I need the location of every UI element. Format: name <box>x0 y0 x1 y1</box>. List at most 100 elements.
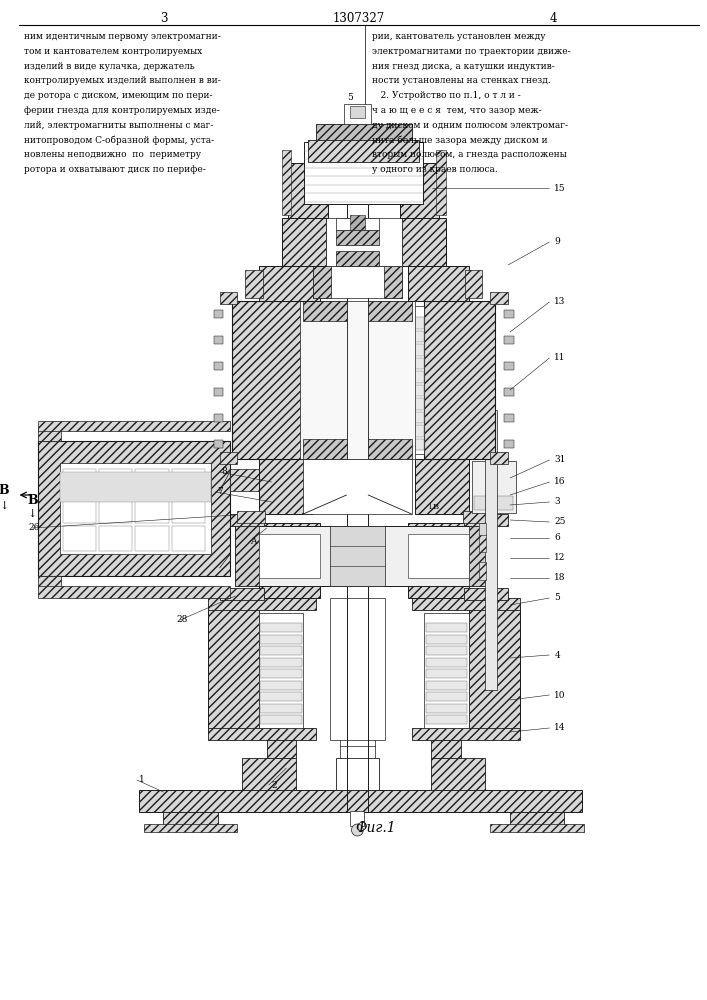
Bar <box>135 469 168 494</box>
Text: ротора и охватывают диск по перифе-: ротора и охватывают диск по перифе- <box>23 165 205 174</box>
Text: 1307327: 1307327 <box>333 11 385 24</box>
Bar <box>351 811 364 826</box>
Bar <box>426 692 467 701</box>
Text: ния гнезд диска, а катушки индуктив-: ния гнезд диска, а катушки индуктив- <box>372 62 555 71</box>
Bar <box>304 385 354 396</box>
Bar <box>504 336 514 344</box>
Bar <box>303 459 411 514</box>
Bar <box>426 623 467 632</box>
Bar <box>60 463 211 554</box>
Text: рии, кантователь установлен между: рии, кантователь установлен между <box>372 32 546 41</box>
Text: изделий в виде кулачка, держатель: изделий в виде кулачка, держатель <box>23 62 194 71</box>
Text: 3: 3 <box>160 11 168 24</box>
Text: В: В <box>27 493 37 506</box>
Text: 9: 9 <box>554 237 560 246</box>
Bar <box>336 230 379 245</box>
Bar <box>373 426 424 436</box>
Bar <box>313 266 331 298</box>
Bar <box>300 301 414 459</box>
Bar <box>336 218 379 230</box>
Text: 31: 31 <box>554 456 566 464</box>
Bar <box>469 526 492 586</box>
Bar <box>245 270 263 298</box>
Bar <box>426 669 467 678</box>
Bar <box>504 362 514 370</box>
Bar <box>336 758 379 790</box>
Text: ферии гнезда для контролируемых изде-: ферии гнезда для контролируемых изде- <box>23 106 219 115</box>
Bar <box>373 385 424 396</box>
Bar <box>260 704 302 712</box>
Bar <box>479 534 486 552</box>
Bar <box>368 301 411 321</box>
Bar <box>139 790 582 812</box>
Bar <box>208 605 259 733</box>
Text: 12: 12 <box>554 554 566 562</box>
Text: В: В <box>0 485 9 497</box>
Bar <box>373 398 424 410</box>
Bar <box>346 132 368 812</box>
Bar <box>304 331 354 342</box>
Bar <box>339 733 375 758</box>
Bar <box>304 426 354 436</box>
Bar <box>303 439 346 459</box>
Text: 7: 7 <box>218 488 223 496</box>
Bar <box>304 142 423 204</box>
Bar <box>349 106 366 118</box>
Bar <box>504 388 514 396</box>
Circle shape <box>351 824 363 836</box>
Text: нита больше зазора между диском и: нита больше зазора между диском и <box>372 136 548 145</box>
Bar <box>472 461 516 513</box>
Bar <box>474 496 513 510</box>
Text: ч а ю щ е е с я  тем, что зазор меж-: ч а ю щ е е с я тем, что зазор меж- <box>372 106 542 115</box>
Bar <box>330 598 385 740</box>
Bar <box>288 163 328 218</box>
Text: 14: 14 <box>554 724 566 732</box>
Text: лий, электромагниты выполнены с маг-: лий, электромагниты выполнены с маг- <box>23 121 213 130</box>
Bar <box>344 104 371 124</box>
Bar <box>504 310 514 318</box>
Bar <box>414 459 469 514</box>
Text: 3: 3 <box>554 497 560 506</box>
Text: де ротора с диском, имеющим по пери-: де ротора с диском, имеющим по пери- <box>23 91 212 100</box>
Bar <box>38 441 230 576</box>
Text: 16: 16 <box>554 478 566 487</box>
Bar <box>303 301 346 321</box>
Bar <box>219 452 238 464</box>
Bar <box>243 758 296 790</box>
Bar <box>60 472 211 502</box>
Bar <box>411 728 520 740</box>
Bar <box>304 412 354 423</box>
Bar <box>373 358 424 369</box>
Bar <box>464 588 508 600</box>
Text: у одного из краев полюса.: у одного из краев полюса. <box>372 165 498 174</box>
Bar <box>469 605 520 733</box>
Bar <box>208 728 316 740</box>
Bar <box>63 526 96 551</box>
Bar <box>259 523 320 598</box>
Bar <box>479 562 486 580</box>
Bar <box>326 218 402 266</box>
Text: 5: 5 <box>554 594 560 602</box>
Text: контролируемых изделий выполнен в ви-: контролируемых изделий выполнен в ви- <box>23 76 221 85</box>
Bar <box>135 526 168 551</box>
Bar <box>304 398 354 410</box>
Text: 28: 28 <box>177 615 188 624</box>
Bar <box>260 669 302 678</box>
Bar <box>219 514 264 526</box>
Bar <box>235 526 259 586</box>
Bar <box>330 526 385 586</box>
Bar <box>399 163 439 218</box>
Bar <box>373 412 424 423</box>
Bar <box>349 215 366 230</box>
Text: 18: 18 <box>554 574 566 582</box>
Bar <box>491 292 508 304</box>
Text: 1: 1 <box>139 776 145 784</box>
Bar <box>260 635 302 644</box>
Bar <box>135 498 168 523</box>
Bar <box>373 344 424 356</box>
Bar <box>38 576 62 588</box>
Bar <box>259 459 313 514</box>
Bar <box>233 301 303 459</box>
Text: ним идентичным первому электромагни-: ним идентичным первому электромагни- <box>23 32 221 41</box>
Text: 6: 6 <box>554 534 560 542</box>
